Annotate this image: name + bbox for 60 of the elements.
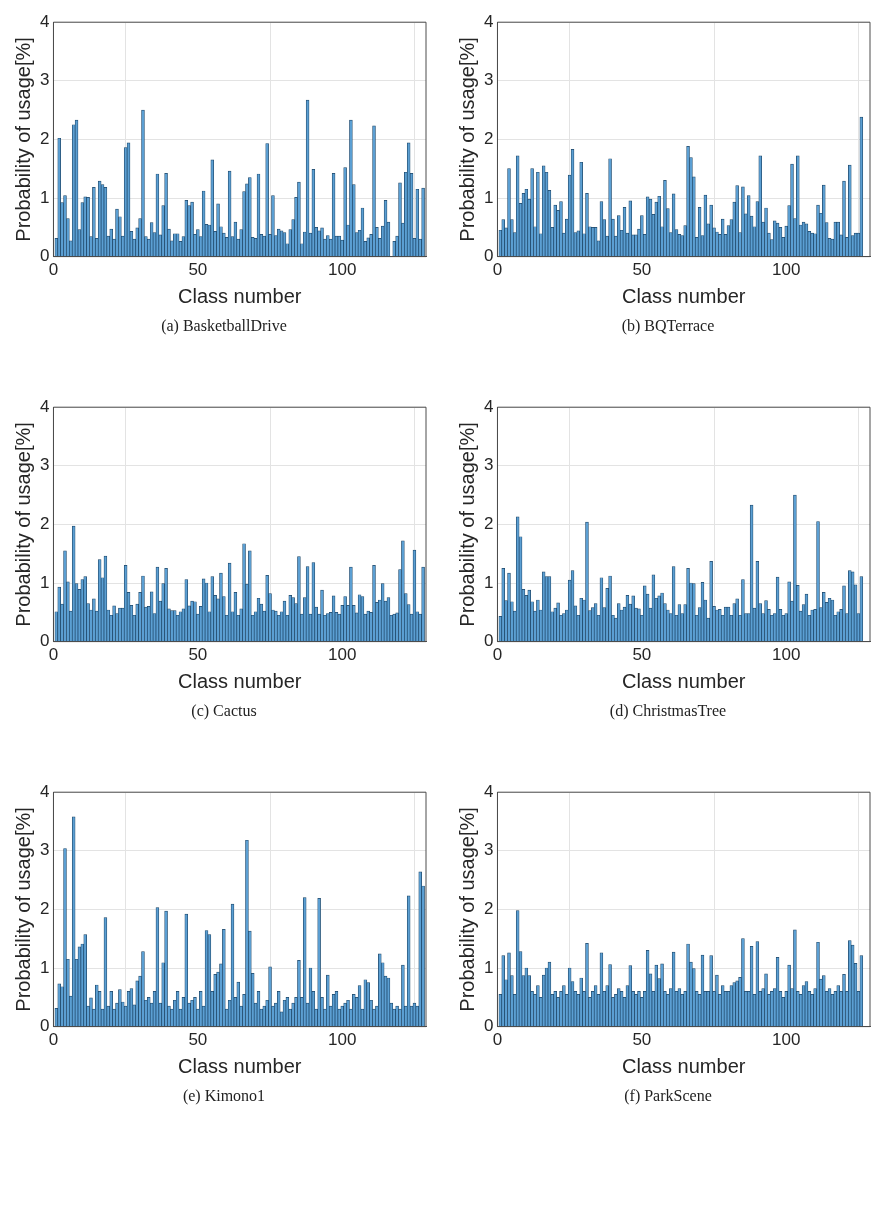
- x-tick-label: 100: [328, 260, 357, 280]
- y-tick-label: 2: [39, 129, 50, 149]
- x-tick-label: 100: [328, 645, 357, 665]
- y-tick-label: 2: [39, 899, 50, 919]
- y-tick-label: 0: [483, 246, 494, 266]
- y-tick-label: 4: [39, 396, 50, 416]
- x-axis-title: Class number: [622, 669, 746, 692]
- y-axis-title: Probability of usage[%]: [11, 37, 34, 242]
- x-axis-title: Class number: [622, 1054, 746, 1077]
- y-tick-label: 0: [39, 631, 50, 651]
- y-tick-label: 1: [483, 572, 494, 592]
- y-tick-label: 2: [483, 129, 494, 149]
- y-tick-label: 3: [483, 455, 494, 475]
- x-tick-label: 50: [632, 260, 652, 280]
- y-axis-title: Probability of usage[%]: [11, 422, 34, 627]
- y-tick-label: 4: [483, 781, 494, 801]
- x-axis-title: Class number: [622, 284, 746, 307]
- text: (b) BQTerrace: [620, 317, 716, 335]
- x-tick-label: 100: [328, 1030, 357, 1050]
- y-tick-label: 0: [483, 1016, 494, 1036]
- y-tick-label: 3: [483, 70, 494, 90]
- y-axis-title: Probability of usage[%]: [11, 807, 34, 1012]
- y-tick-label: 2: [483, 899, 494, 919]
- x-tick-label: 50: [188, 645, 208, 665]
- y-tick-label: 1: [483, 187, 494, 207]
- text: (d) ChristmasTree: [608, 702, 728, 720]
- y-tick-label: 0: [483, 631, 494, 651]
- y-tick-label: 2: [39, 514, 50, 534]
- x-axis-title: Class number: [178, 669, 302, 692]
- y-tick-label: 1: [39, 187, 50, 207]
- y-axis-title: Probability of usage[%]: [455, 37, 478, 242]
- y-tick-label: 3: [39, 70, 50, 90]
- y-tick-label: 0: [39, 1016, 50, 1036]
- y-axis-title: Probability of usage[%]: [455, 422, 478, 627]
- y-tick-label: 3: [39, 455, 50, 475]
- x-axis-title: Class number: [178, 1054, 302, 1077]
- x-tick-label: 50: [188, 260, 208, 280]
- y-tick-label: 4: [39, 781, 50, 801]
- y-tick-label: 1: [39, 957, 50, 977]
- y-tick-label: 0: [39, 246, 50, 266]
- x-tick-label: 50: [632, 645, 652, 665]
- x-tick-label: 100: [772, 260, 801, 280]
- y-tick-label: 2: [483, 514, 494, 534]
- x-tick-label: 50: [632, 1030, 652, 1050]
- x-axis-title: Class number: [178, 284, 302, 307]
- text: (a) BasketballDrive: [160, 317, 288, 335]
- y-tick-label: 3: [39, 840, 50, 860]
- text: (f) ParkScene: [623, 1087, 713, 1105]
- y-tick-label: 3: [483, 840, 494, 860]
- text: (e) Kimono1: [181, 1087, 267, 1105]
- y-tick-label: 4: [39, 11, 50, 31]
- y-tick-label: 4: [483, 396, 494, 416]
- x-tick-label: 100: [772, 1030, 801, 1050]
- text: (c) Cactus: [190, 702, 258, 720]
- y-tick-label: 1: [483, 957, 494, 977]
- x-tick-label: 100: [772, 645, 801, 665]
- y-axis-title: Probability of usage[%]: [455, 807, 478, 1012]
- x-tick-label: 50: [188, 1030, 208, 1050]
- y-tick-label: 1: [39, 572, 50, 592]
- y-tick-label: 4: [483, 11, 494, 31]
